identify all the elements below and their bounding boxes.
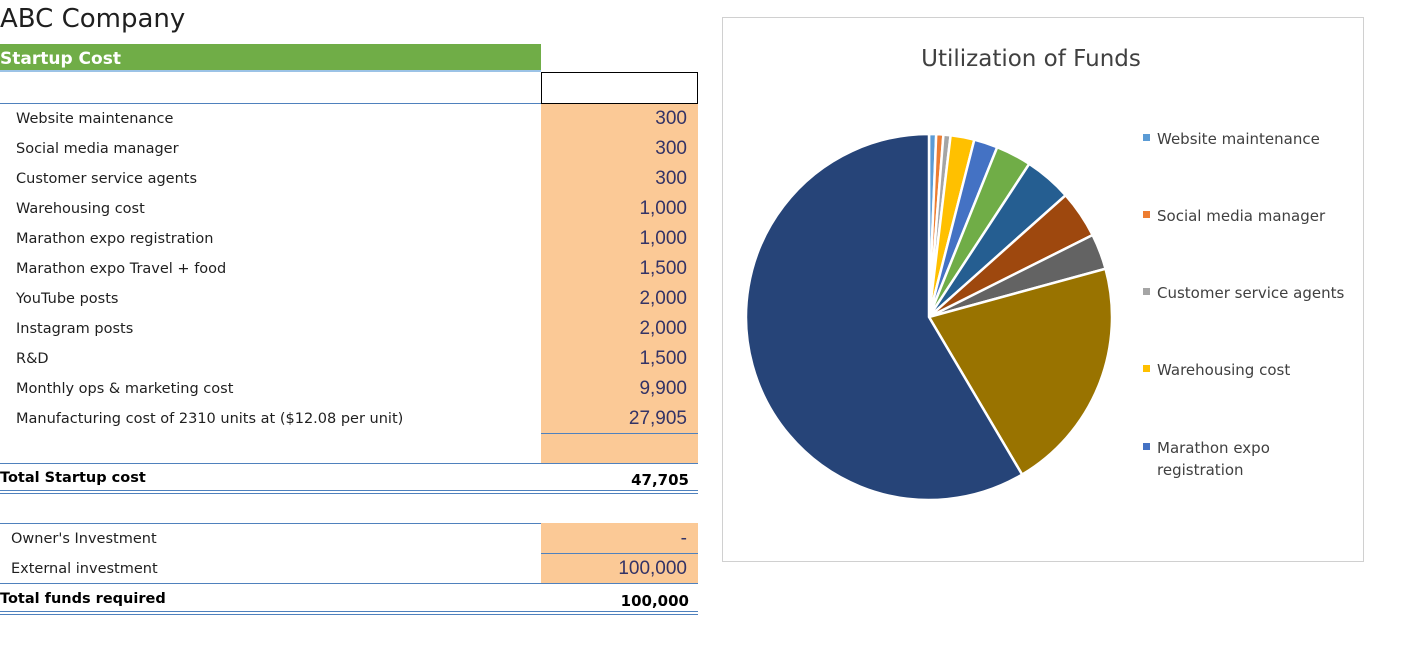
legend-swatch	[1143, 288, 1150, 295]
cost-row: Warehousing cost 1,000	[0, 194, 698, 224]
cost-row: Website maintenance 300	[0, 104, 698, 134]
cost-value-cell[interactable]: 1,500	[639, 348, 687, 369]
funds-value-cell[interactable]: -	[680, 528, 687, 549]
cost-row: Social media manager 300	[0, 134, 698, 164]
cost-value-cell[interactable]: 27,905	[628, 408, 687, 429]
cost-label: R&D	[16, 351, 49, 367]
cost-value-cell[interactable]: 300	[655, 108, 687, 129]
funds-row: Owner's Investment -	[0, 524, 698, 554]
cost-row: R&D 1,500	[0, 344, 698, 374]
legend-swatch	[1143, 134, 1150, 141]
company-title: ABC Company	[0, 4, 186, 34]
cost-value-cell[interactable]: 1,500	[639, 258, 687, 279]
cost-row: YouTube posts 2,000	[0, 284, 698, 314]
cost-label: Marathon expo registration	[16, 231, 214, 247]
cost-row: Monthly ops & marketing cost 9,900	[0, 374, 698, 404]
legend-swatch	[1143, 365, 1150, 372]
cost-label: Social media manager	[16, 141, 179, 157]
legend-label: Website maintenance	[1157, 130, 1320, 148]
legend-swatch	[1143, 443, 1150, 450]
cost-label: Monthly ops & marketing cost	[16, 381, 234, 397]
funds-label: Owner's Investment	[11, 531, 157, 547]
cost-row: Manufacturing cost of 2310 units at ($12…	[0, 404, 698, 434]
funds-mid-border	[541, 553, 698, 554]
cost-value-cell[interactable]: 1,000	[639, 198, 687, 219]
cost-bottom-border	[0, 463, 698, 464]
funds-bottom-border	[0, 583, 698, 584]
cost-value-cell[interactable]: 2,000	[639, 288, 687, 309]
cost-input-column	[541, 104, 698, 464]
empty-header-cell[interactable]	[541, 72, 698, 104]
cost-label: Manufacturing cost of 2310 units at ($12…	[16, 411, 404, 427]
legend-label: Social media manager	[1157, 207, 1326, 225]
cost-value-cell[interactable]: 1,000	[639, 228, 687, 249]
cost-label: Marathon expo Travel + food	[16, 261, 227, 277]
pie-slice[interactable]	[927, 267, 1114, 477]
funds-row: External investment 100,000	[0, 554, 698, 584]
cost-row: Marathon expo Travel + food 1,500	[0, 254, 698, 284]
funds-label: External investment	[11, 561, 158, 577]
cost-row: Customer service agents 300	[0, 164, 698, 194]
total-startup-label: Total Startup cost	[0, 470, 146, 486]
cost-value-cell[interactable]: 2,000	[639, 318, 687, 339]
cost-row: Marathon expo registration 1,000	[0, 224, 698, 254]
cost-value-cell[interactable]: 9,900	[639, 378, 687, 399]
funds-top-border	[0, 523, 698, 524]
empty-input-cell[interactable]	[541, 433, 698, 464]
cost-value-cell[interactable]: 300	[655, 138, 687, 159]
funds-value-cell[interactable]: 100,000	[618, 558, 687, 579]
cost-label: Instagram posts	[16, 321, 134, 337]
header-underline	[0, 103, 541, 104]
cost-row: Instagram posts 2,000	[0, 314, 698, 344]
section-header-startup-cost: Startup Cost	[0, 44, 541, 72]
cost-label: Warehousing cost	[16, 201, 145, 217]
legend-label: Marathon expo registration	[1157, 439, 1270, 479]
total-startup-value[interactable]: 47,705	[631, 471, 689, 489]
total-startup-double-border	[0, 490, 698, 494]
cost-value-cell[interactable]: 300	[655, 168, 687, 189]
chart-title: Utilization of Funds	[921, 46, 1141, 72]
cost-label: Customer service agents	[16, 171, 198, 187]
legend-swatch	[1143, 211, 1150, 218]
total-funds-label: Total funds required	[0, 591, 166, 607]
total-funds-double-border	[0, 611, 698, 615]
pie-slice[interactable]	[744, 132, 1024, 502]
chart-frame[interactable]: Utilization of Funds Website maintenance…	[722, 17, 1364, 562]
legend-label: Warehousing cost	[1157, 361, 1291, 379]
legend-label: Customer service agents	[1157, 284, 1345, 302]
total-funds-value[interactable]: 100,000	[620, 592, 689, 610]
pie-chart	[744, 132, 1114, 502]
cost-label: YouTube posts	[16, 291, 119, 307]
cost-label: Website maintenance	[16, 111, 174, 127]
